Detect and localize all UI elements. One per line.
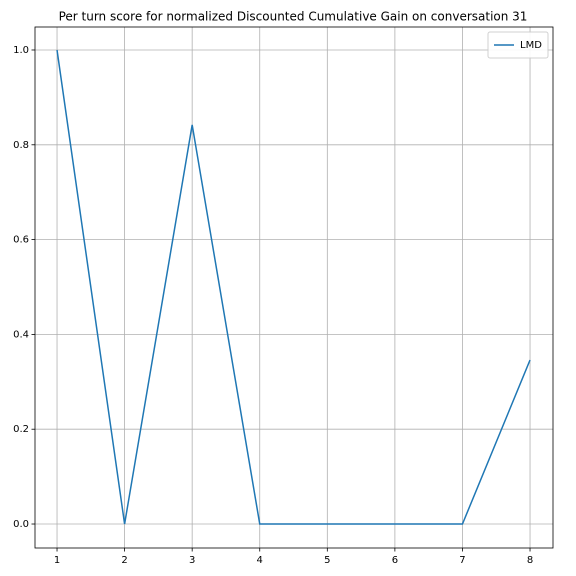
x-tick-label: 6 <box>392 555 398 566</box>
y-tick-label: 0.0 <box>13 519 29 530</box>
x-tick-label: 7 <box>459 555 465 566</box>
y-tick-label: 0.4 <box>13 329 29 340</box>
x-tick-label: 1 <box>54 555 60 566</box>
y-tick-label: 1.0 <box>13 45 29 56</box>
x-tick-label: 5 <box>324 555 330 566</box>
y-tick-label: 0.2 <box>13 424 29 435</box>
x-tick-label: 4 <box>257 555 263 566</box>
chart-title: Per turn score for normalized Discounted… <box>59 10 528 24</box>
y-tick-label: 0.8 <box>13 140 29 151</box>
line <box>56 49 531 525</box>
x-tick-label: 3 <box>189 555 195 566</box>
x-tick-label: 2 <box>121 555 127 566</box>
y-tick-label: 0.6 <box>13 235 29 246</box>
legend-label: LMD <box>520 40 542 51</box>
x-tick-label: 8 <box>527 555 533 566</box>
legend-box <box>487 31 549 59</box>
axes-frame <box>34 26 554 549</box>
